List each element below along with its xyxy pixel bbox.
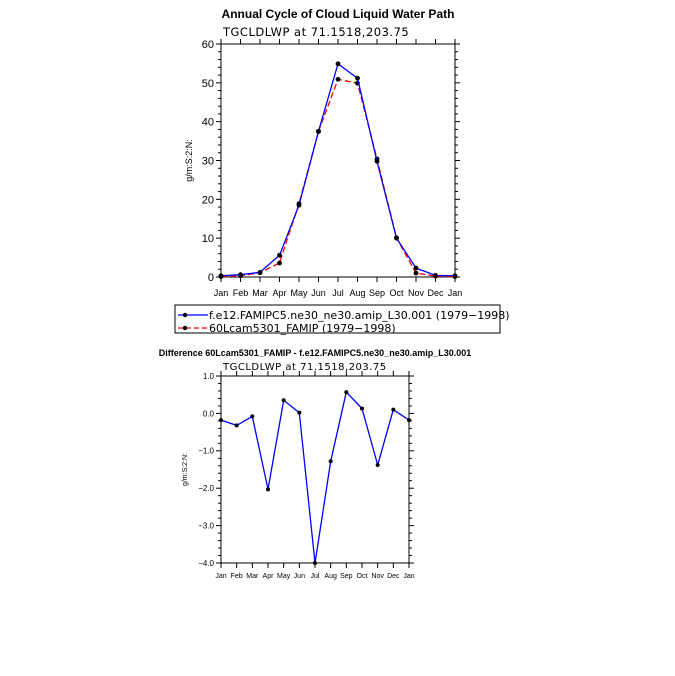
x-tick-label: Jul <box>311 573 320 580</box>
data-point-s0-10 <box>375 463 380 468</box>
chart-title: Annual Cycle of Cloud Liquid Water Path <box>222 7 455 21</box>
y-tick-label: 50 <box>202 78 214 90</box>
x-tick-label: Feb <box>233 288 249 298</box>
data-point-s0-2 <box>257 269 263 275</box>
x-tick-label: Jun <box>311 288 326 298</box>
y-tick-label: 0 <box>208 272 214 284</box>
x-tick-label: Aug <box>349 288 365 298</box>
data-point-s0-9 <box>394 235 399 241</box>
data-point-s0-7 <box>355 75 360 81</box>
data-point-s0-11 <box>433 273 438 278</box>
y-tick-label: 30 <box>202 155 214 167</box>
x-tick-label: Jan <box>448 288 463 298</box>
x-tick-label: Jan <box>403 573 414 580</box>
data-point-s0-8 <box>344 390 349 395</box>
x-tick-label: Jul <box>332 288 344 298</box>
series-line-0 <box>220 390 410 564</box>
data-point-s0-12 <box>407 418 411 423</box>
series-line-1 <box>220 78 456 278</box>
difference-chart: Difference 60Lcam5301_FAMIP - f.e12.FAMI… <box>159 348 472 580</box>
data-point-s0-4 <box>281 398 286 403</box>
x-tick-label: May <box>290 288 308 298</box>
legend-marker-0 <box>182 312 188 318</box>
x-tick-label: Apr <box>263 573 275 580</box>
data-point-s0-3 <box>266 487 270 492</box>
x-tick-label: Jan <box>215 573 226 580</box>
x-tick-label: Nov <box>408 288 425 298</box>
y-tick-label: 10 <box>202 233 214 245</box>
legend-marker-1 <box>182 325 188 331</box>
chart-title: Difference 60Lcam5301_FAMIP - f.e12.FAMI… <box>159 348 472 358</box>
data-point-s0-6 <box>335 61 341 67</box>
chart-subtitle: TGCLDLWP at 71.1518,203.75 <box>222 362 387 373</box>
x-tick-label: Mar <box>246 573 259 580</box>
x-tick-label: May <box>277 573 291 580</box>
data-point-s1-10 <box>413 270 419 276</box>
x-tick-label: Oct <box>357 573 368 580</box>
data-point-s0-2 <box>250 414 255 419</box>
data-point-s0-1 <box>238 272 243 278</box>
y-axis-label: g/m:S:2:N: <box>182 453 189 486</box>
x-tick-label: Apr <box>272 288 286 298</box>
y-axis-label: g/m:S:2:N: <box>184 139 194 182</box>
x-tick-label: Jun <box>294 573 305 580</box>
x-tick-label: Jan <box>214 288 229 298</box>
annual-cycle-chart: Annual Cycle of Cloud Liquid Water Path T… <box>174 7 510 335</box>
data-point-s1-3 <box>277 260 282 266</box>
data-point-s0-7 <box>328 459 333 464</box>
plot-frame <box>220 375 410 564</box>
data-point-s0-12 <box>452 273 458 279</box>
y-tick-label: −3.0 <box>198 521 214 530</box>
data-point-s0-3 <box>277 252 282 258</box>
x-tick-label: Feb <box>231 573 243 580</box>
y-tick-label: 0.0 <box>203 409 215 418</box>
y-tick-label: 20 <box>202 194 214 206</box>
data-point-s0-5 <box>297 410 302 415</box>
data-point-s0-5 <box>316 128 321 134</box>
legend-label-1: 60Lcam5301_FAMIP (1979−1998) <box>209 322 396 335</box>
legend-box <box>174 304 501 334</box>
data-point-s0-9 <box>360 406 364 411</box>
data-point-s0-6 <box>313 561 317 565</box>
data-point-s0-0 <box>219 418 223 423</box>
chart-subtitle: TGCLDLWP at 71.1518,203.75 <box>222 25 409 39</box>
series-line-0 <box>220 62 456 277</box>
data-point-s0-8 <box>374 158 380 164</box>
y-tick-label: −1.0 <box>198 447 214 456</box>
x-tick-label: Nov <box>371 573 384 580</box>
y-tick-label: 60 <box>202 39 214 51</box>
data-point-s0-0 <box>218 273 224 279</box>
y-tick-label: 40 <box>202 117 214 129</box>
x-tick-label: Aug <box>324 573 337 580</box>
x-tick-label: Mar <box>252 288 268 298</box>
x-tick-label: Sep <box>369 288 385 298</box>
x-tick-label: Dec <box>387 573 400 580</box>
legend-label-0: f.e12.FAMIPC5.ne30_ne30.amip_L30.001 (19… <box>209 309 510 322</box>
x-tick-label: Dec <box>427 288 444 298</box>
y-tick-label: −4.0 <box>198 559 214 568</box>
y-tick-label: −2.0 <box>198 484 214 493</box>
x-tick-label: Oct <box>389 288 404 298</box>
data-point-s0-4 <box>296 202 302 208</box>
data-point-s0-11 <box>391 407 396 412</box>
data-point-s1-6 <box>335 76 341 82</box>
data-point-s0-10 <box>413 265 419 271</box>
y-tick-label: 1.0 <box>203 372 215 381</box>
x-tick-label: Sep <box>340 573 353 580</box>
data-point-s0-1 <box>234 423 239 428</box>
